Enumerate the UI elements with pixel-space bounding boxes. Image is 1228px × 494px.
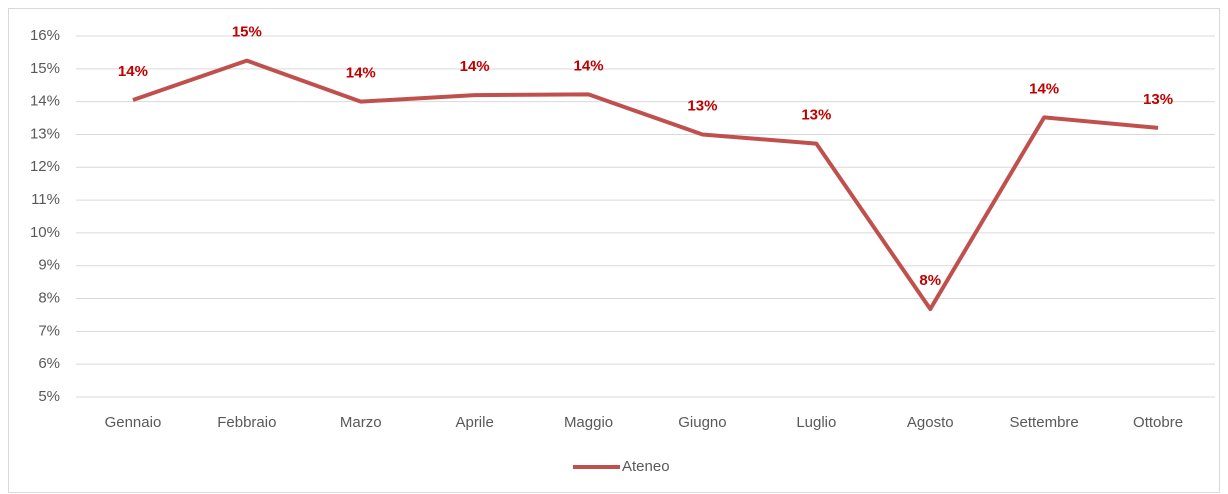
- x-tick-label: Settembre: [1010, 414, 1079, 431]
- y-tick-label: 13%: [30, 125, 60, 142]
- legend-label: Ateneo: [622, 458, 670, 475]
- data-label: 14%: [118, 63, 148, 80]
- x-tick-label: Aprile: [455, 414, 493, 431]
- y-tick-label: 14%: [30, 93, 60, 110]
- y-tick-label: 12%: [30, 158, 60, 175]
- y-tick-label: 8%: [38, 290, 60, 307]
- y-tick-label: 7%: [38, 322, 60, 339]
- data-label: 14%: [460, 58, 490, 75]
- x-tick-label: Luglio: [796, 414, 836, 431]
- data-label: 14%: [346, 65, 376, 82]
- y-tick-label: 11%: [31, 191, 60, 208]
- data-label: 13%: [801, 107, 831, 124]
- data-label: 13%: [687, 97, 717, 114]
- x-tick-label: Giugno: [678, 414, 726, 431]
- x-tick-label: Ottobre: [1133, 414, 1183, 431]
- data-label: 14%: [1029, 80, 1059, 97]
- x-tick-label: Maggio: [564, 414, 613, 431]
- y-tick-label: 6%: [38, 355, 60, 372]
- data-line: [132, 58, 1159, 312]
- data-label: 15%: [232, 24, 262, 41]
- x-tick-label: Gennaio: [105, 414, 162, 431]
- chart-border: [8, 8, 1220, 493]
- x-tick-label: Marzo: [340, 414, 382, 431]
- data-label: 13%: [1143, 91, 1173, 108]
- y-tick-label: 9%: [38, 257, 60, 274]
- x-tick-label: Febbraio: [217, 414, 276, 431]
- x-tick-label: Agosto: [907, 414, 954, 431]
- y-tick-label: 15%: [30, 60, 60, 77]
- data-label: 8%: [919, 272, 941, 289]
- y-tick-label: 10%: [30, 224, 60, 241]
- data-label: 14%: [574, 57, 604, 74]
- y-tick-label: 16%: [30, 27, 60, 44]
- y-tick-label: 5%: [38, 388, 60, 405]
